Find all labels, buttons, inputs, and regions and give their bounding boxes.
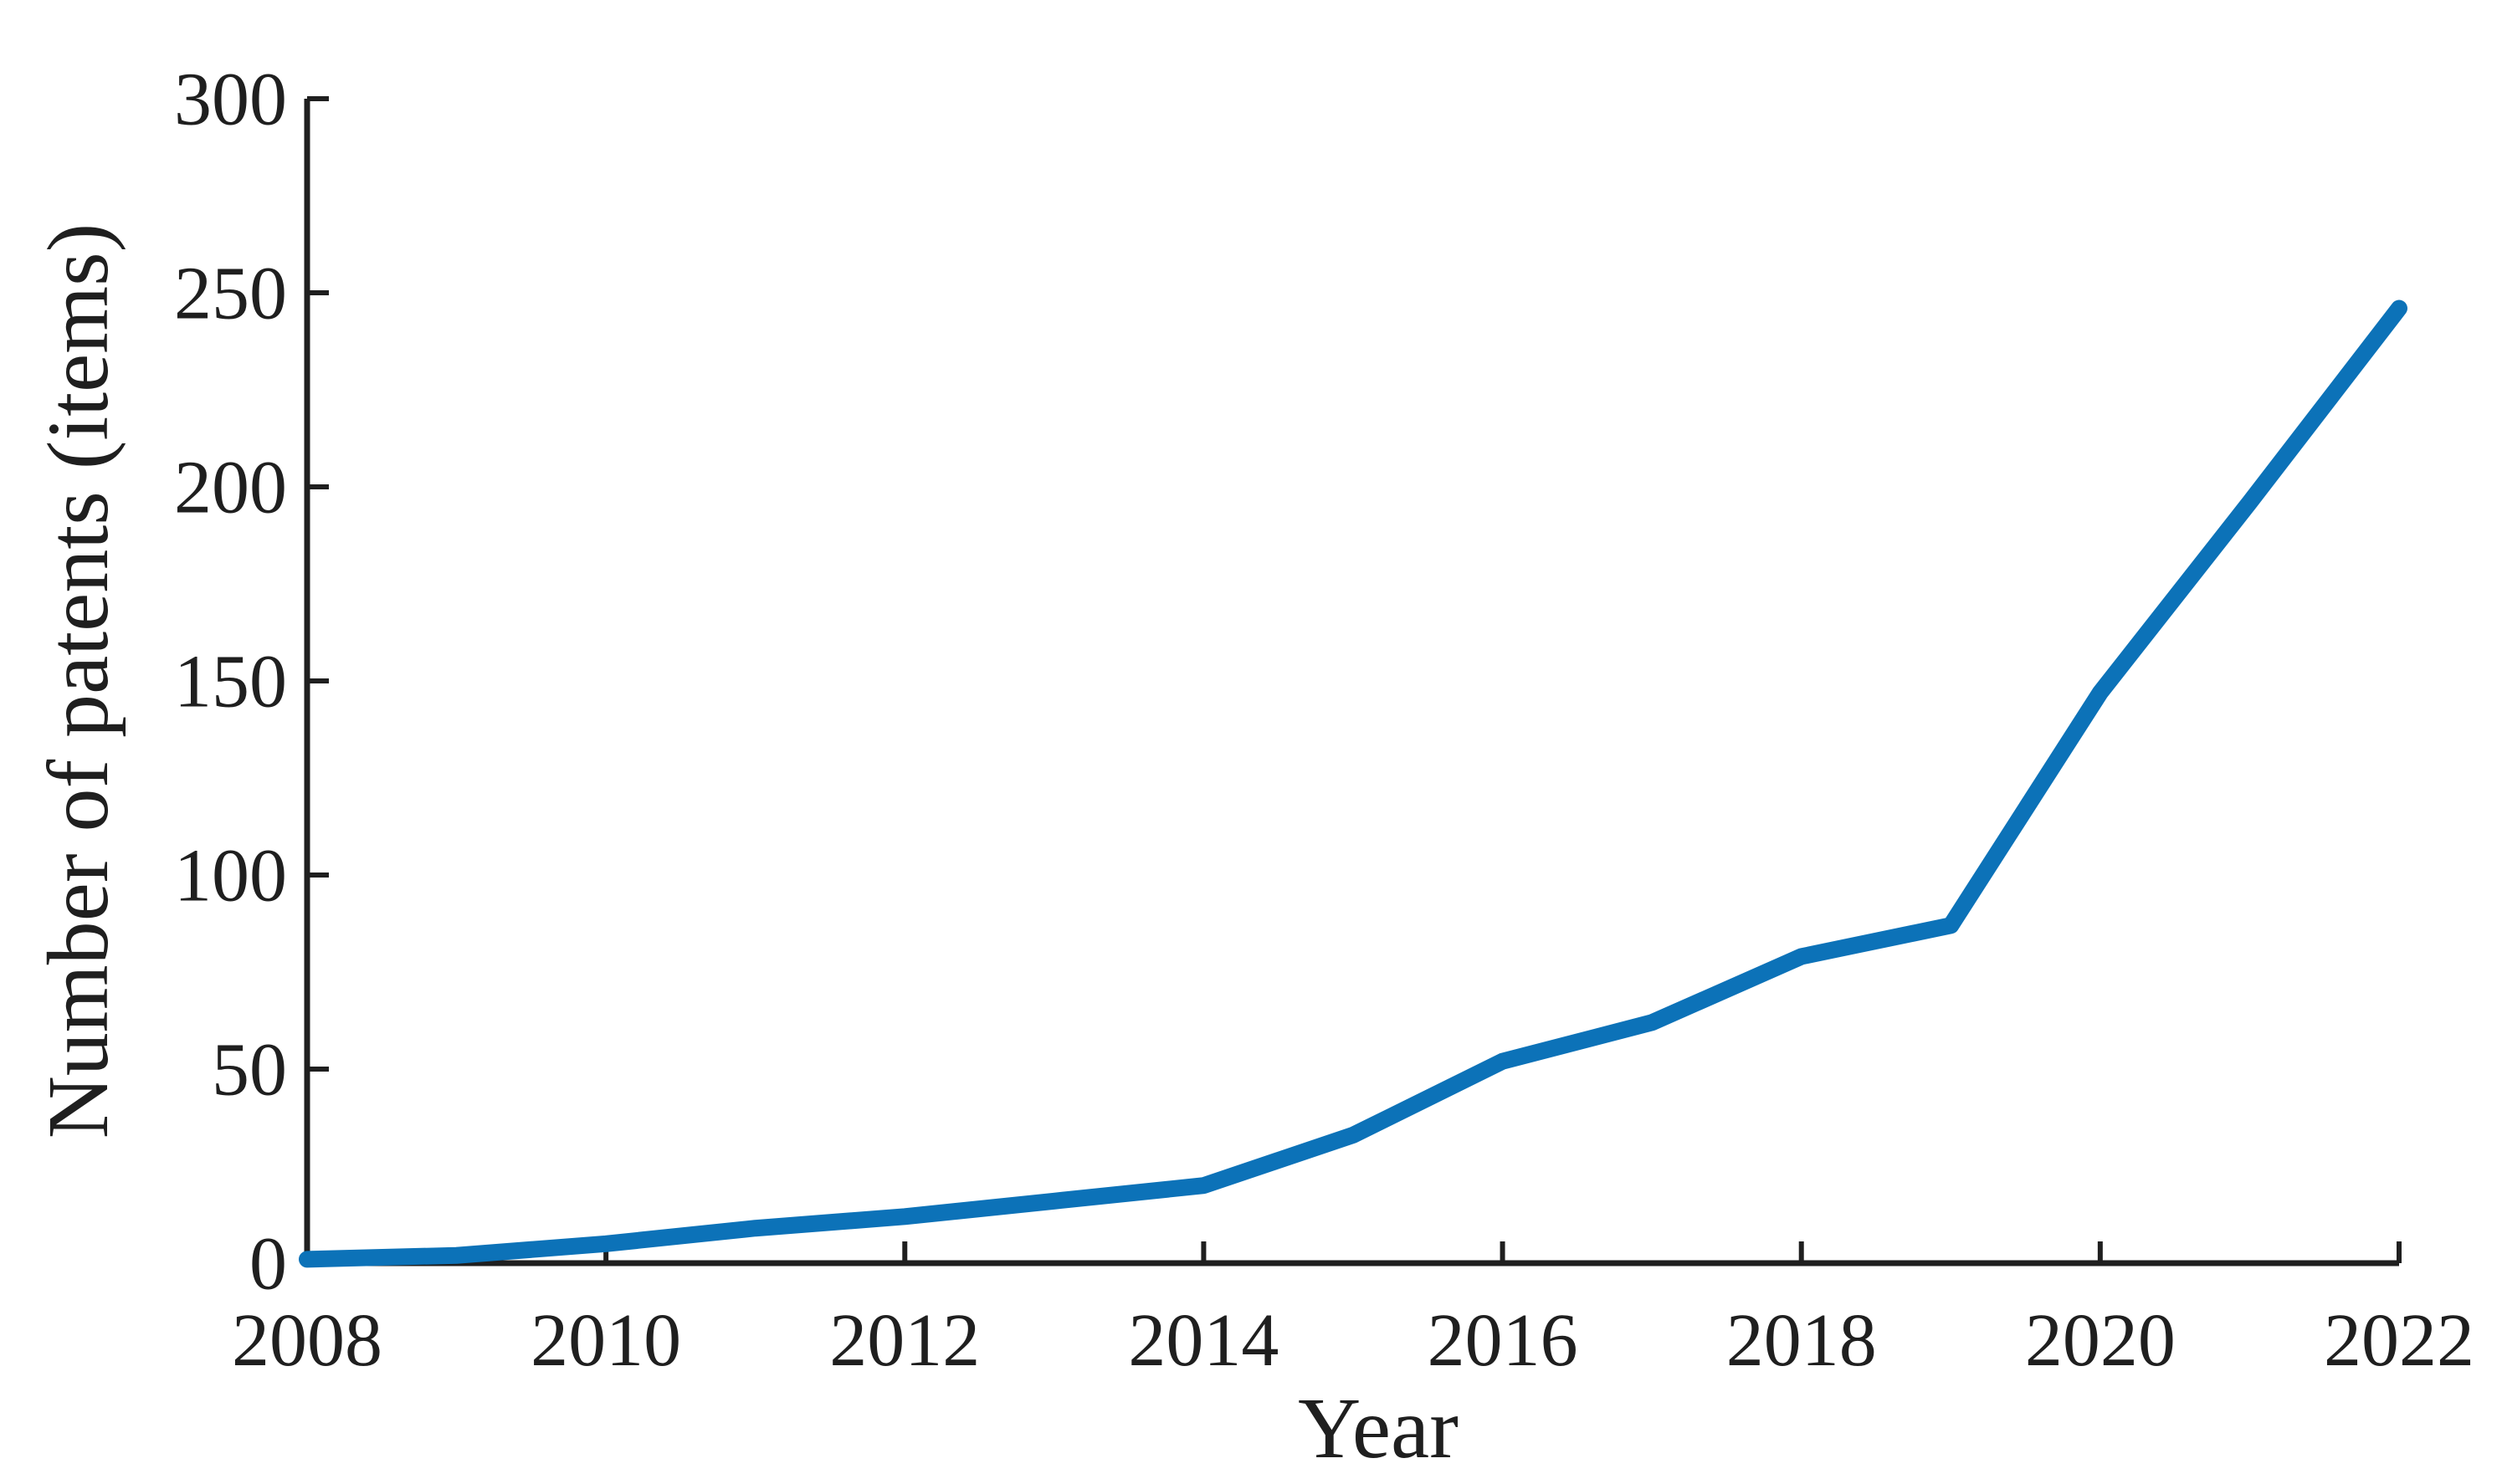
y-tick-label: 0 — [249, 1223, 287, 1306]
x-tick-label: 2022 — [2324, 1299, 2474, 1382]
x-tick-label: 2014 — [1128, 1299, 1279, 1382]
y-tick-label: 250 — [174, 253, 287, 335]
y-tick-label: 100 — [174, 835, 287, 918]
x-tick-label: 2018 — [1726, 1299, 1877, 1382]
x-tick-label: 2012 — [829, 1299, 980, 1382]
x-tick-label: 2008 — [232, 1299, 382, 1382]
y-tick-label: 50 — [212, 1029, 287, 1112]
x-axis-title: Year — [1298, 1380, 1459, 1476]
x-tick-label: 2016 — [1428, 1299, 1578, 1382]
patents-series-line — [299, 299, 2407, 1268]
y-tick-label: 150 — [174, 641, 287, 724]
y-axis-title: Number of patents (items) — [30, 223, 126, 1139]
x-tick-label: 2020 — [2025, 1299, 2176, 1382]
x-tick-label: 2010 — [531, 1299, 681, 1382]
y-tick-label: 200 — [174, 447, 287, 530]
y-tick-label: 300 — [174, 59, 287, 141]
